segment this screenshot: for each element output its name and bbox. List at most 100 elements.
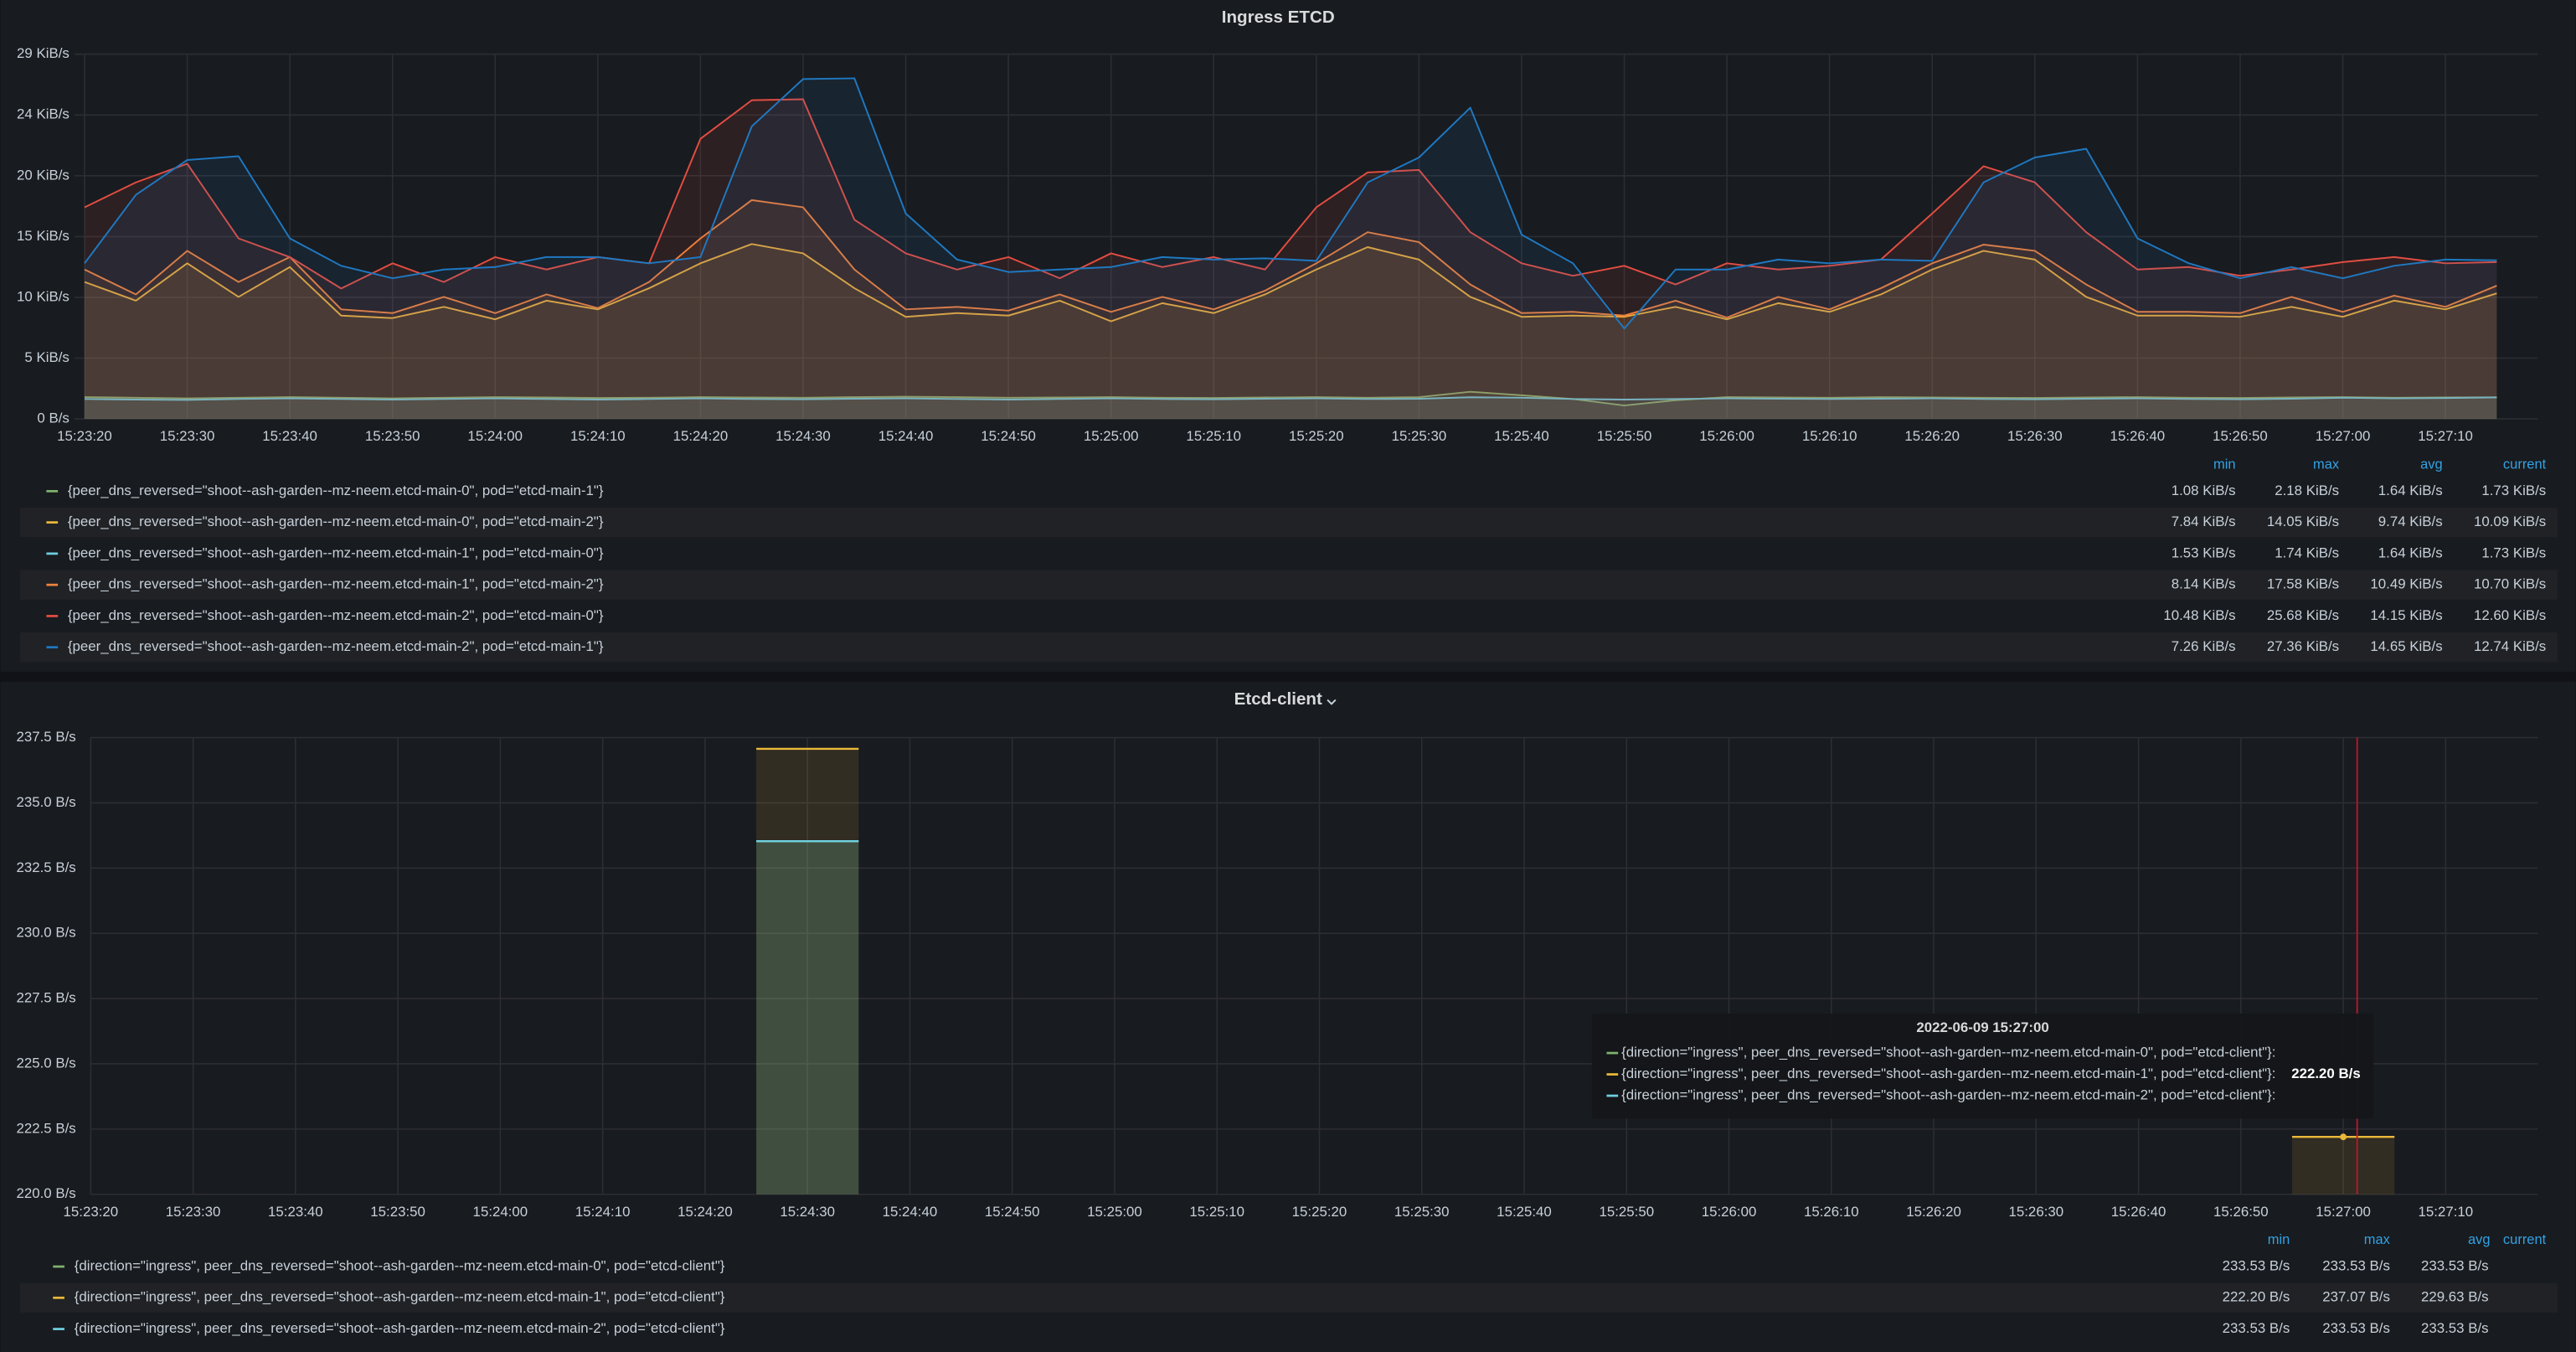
legend-label[interactable]: {direction="ingress", peer_dns_reversed=… xyxy=(75,1320,725,1336)
legend-stat: 2.18 KiB/s xyxy=(2275,482,2339,498)
legend-label[interactable]: {peer_dns_reversed="shoot--ash-garden--m… xyxy=(68,576,604,592)
y-tick-label: 220.0 B/s xyxy=(16,1185,75,1201)
legend-stat: 233.53 B/s xyxy=(2322,1320,2390,1336)
x-tick-label: 15:26:10 xyxy=(1804,1204,1859,1220)
x-tick-label: 15:24:30 xyxy=(775,428,831,444)
x-tick-label: 15:25:30 xyxy=(1392,428,1447,444)
x-tick-label: 15:25:10 xyxy=(1189,1204,1244,1220)
chevron-icon[interactable] xyxy=(1327,699,1337,705)
legend-header[interactable]: current xyxy=(2503,1232,2547,1247)
x-tick-label: 15:23:50 xyxy=(365,428,420,444)
legend-stat: 7.84 KiB/s xyxy=(2172,513,2236,529)
x-tick-label: 15:24:30 xyxy=(780,1204,835,1220)
legend-header[interactable]: max xyxy=(2313,457,2340,472)
x-tick-label: 15:26:20 xyxy=(1906,1204,1961,1220)
y-tick-label: 225.0 B/s xyxy=(16,1055,75,1071)
x-tick-label: 15:24:20 xyxy=(673,428,729,444)
legend-stat: 10.49 KiB/s xyxy=(2370,576,2442,592)
legend-stat: 9.74 KiB/s xyxy=(2378,513,2443,529)
x-tick-label: 15:27:00 xyxy=(2316,1204,2371,1220)
x-tick-label: 15:26:30 xyxy=(2007,428,2063,444)
hover-point xyxy=(2340,1133,2347,1141)
x-tick-label: 15:24:20 xyxy=(677,1204,733,1220)
legend-stat: 27.36 KiB/s xyxy=(2267,638,2339,654)
legend-stat: 10.70 KiB/s xyxy=(2474,576,2546,592)
legend-label[interactable]: {direction="ingress", peer_dns_reversed=… xyxy=(75,1289,725,1305)
x-tick-label: 15:25:50 xyxy=(1597,428,1652,444)
legend-row-bg xyxy=(20,507,2558,538)
x-tick-label: 15:25:30 xyxy=(1394,1204,1450,1220)
x-tick-label: 15:26:50 xyxy=(2213,1204,2269,1220)
x-tick-label: 15:24:10 xyxy=(570,428,626,444)
legend-label[interactable]: {peer_dns_reversed="shoot--ash-garden--m… xyxy=(68,482,604,498)
x-tick-label: 15:23:30 xyxy=(166,1204,221,1220)
legend-stat: 1.73 KiB/s xyxy=(2481,544,2546,560)
series-line xyxy=(84,199,2497,319)
x-tick-label: 15:24:40 xyxy=(883,1204,938,1220)
x-tick-label: 15:27:10 xyxy=(2419,1204,2474,1220)
legend-row-bg xyxy=(20,632,2558,663)
charts: 0 B/s 5 KiB/s 10 KiB/s 15 KiB/s 20 KiB/s 24 K… xyxy=(16,45,2558,1336)
x-tick-label: 15:25:10 xyxy=(1186,428,1241,444)
legend-stat: 233.53 B/s xyxy=(2421,1257,2489,1273)
legend-label[interactable]: {peer_dns_reversed="shoot--ash-garden--m… xyxy=(68,638,604,654)
legend-header[interactable]: avg xyxy=(2468,1232,2491,1247)
x-tick-label: 15:23:20 xyxy=(57,428,112,444)
x-tick-label: 15:27:00 xyxy=(2316,428,2371,444)
x-tick-label: 15:24:50 xyxy=(985,1204,1040,1220)
legend-stat: 233.53 B/s xyxy=(2223,1257,2290,1273)
legend-header[interactable]: current xyxy=(2503,457,2547,472)
legend-header[interactable]: max xyxy=(2364,1232,2391,1247)
x-tick-label: 15:24:40 xyxy=(878,428,934,444)
tooltip-item: {direction="ingress", peer_dns_reversed=… xyxy=(1621,1066,2275,1081)
bar xyxy=(756,841,859,1195)
bar xyxy=(756,841,859,1195)
legend-stat: 7.26 KiB/s xyxy=(2172,638,2236,654)
panel-title[interactable]: Ingress ETCD xyxy=(1222,8,1335,27)
legend-stat: 222.20 B/s xyxy=(2223,1289,2290,1305)
legend-stat: 1.08 KiB/s xyxy=(2172,482,2236,498)
legend-stat: 233.53 B/s xyxy=(2223,1320,2290,1336)
x-tick-label: 15:25:00 xyxy=(1087,1204,1142,1220)
legend-stat: 14.65 KiB/s xyxy=(2370,638,2442,654)
x-tick-label: 15:26:00 xyxy=(1702,1204,1757,1220)
series-area xyxy=(84,78,2497,420)
legend-label[interactable]: {peer_dns_reversed="shoot--ash-garden--m… xyxy=(68,544,604,560)
x-tick-label: 15:23:20 xyxy=(64,1204,119,1220)
legend-label[interactable]: {direction="ingress", peer_dns_reversed=… xyxy=(75,1257,725,1273)
legend-stat: 10.09 KiB/s xyxy=(2474,513,2546,529)
legend-header[interactable]: min xyxy=(2213,457,2236,472)
y-tick-label: 29 KiB/s xyxy=(17,45,70,61)
chart: 0 B/s 5 KiB/s 10 KiB/s 15 KiB/s 20 KiB/s 24 K… xyxy=(17,45,2558,663)
legend-stat: 1.64 KiB/s xyxy=(2378,544,2443,560)
x-tick-label: 15:25:40 xyxy=(1494,428,1549,444)
tooltip-box xyxy=(1591,1014,2374,1119)
legend-label[interactable]: {peer_dns_reversed="shoot--ash-garden--m… xyxy=(68,513,604,529)
y-tick-label: 237.5 B/s xyxy=(16,729,75,745)
y-tick-label: 15 KiB/s xyxy=(17,228,70,244)
x-tick-label: 15:26:20 xyxy=(1904,428,1960,444)
legend-header[interactable]: avg xyxy=(2420,457,2443,472)
series-line xyxy=(84,77,2497,330)
x-tick-label: 15:24:00 xyxy=(467,428,523,444)
legend-stat: 14.15 KiB/s xyxy=(2370,607,2442,623)
y-tick-label: 232.5 B/s xyxy=(16,859,75,875)
x-tick-label: 15:26:40 xyxy=(2110,428,2166,444)
panel-title[interactable]: Etcd-client xyxy=(1234,689,1322,709)
series-area xyxy=(84,199,2497,420)
x-tick-label: 15:25:20 xyxy=(1292,1204,1347,1220)
series-area xyxy=(84,244,2497,420)
legend-label[interactable]: {peer_dns_reversed="shoot--ash-garden--m… xyxy=(68,607,604,623)
legend-stat: 1.74 KiB/s xyxy=(2275,544,2339,560)
x-tick-label: 15:26:40 xyxy=(2111,1204,2166,1220)
tooltip-item: {direction="ingress", peer_dns_reversed=… xyxy=(1621,1087,2275,1103)
y-tick-label: 20 KiB/s xyxy=(17,167,70,183)
legend-stat: 17.58 KiB/s xyxy=(2267,576,2339,592)
y-tick-label: 235.0 B/s xyxy=(16,794,75,810)
legend-header[interactable]: min xyxy=(2268,1232,2290,1247)
x-tick-label: 15:25:00 xyxy=(1084,428,1139,444)
legend-row-bg xyxy=(20,1282,2558,1313)
x-tick-label: 15:25:50 xyxy=(1599,1204,1654,1220)
y-tick-label: 222.5 B/s xyxy=(16,1120,75,1136)
